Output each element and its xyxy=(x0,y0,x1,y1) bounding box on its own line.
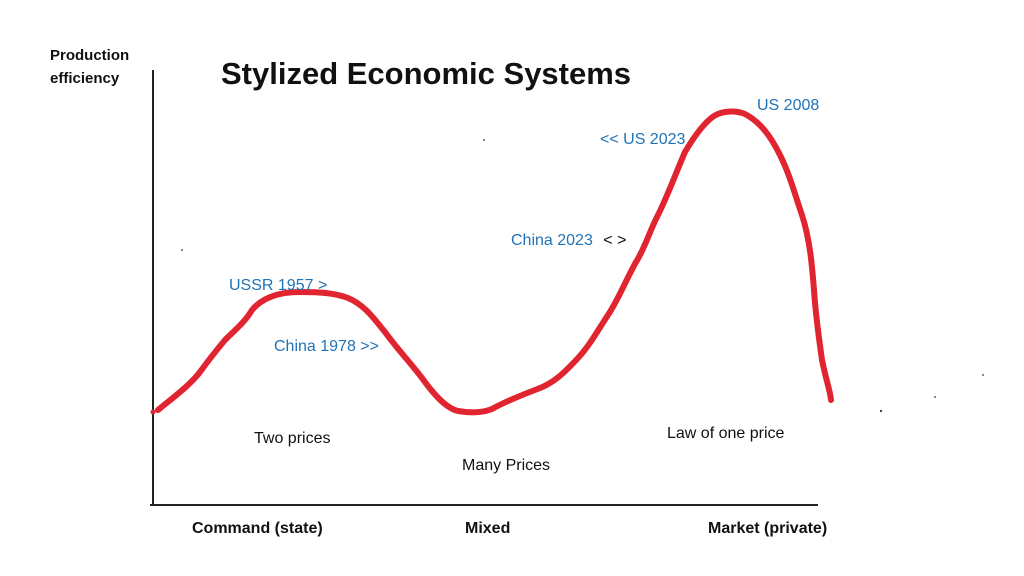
x-axis-label-market: Market (private) xyxy=(708,520,828,537)
stray-dot xyxy=(181,249,183,251)
region-law-of-one-price: Law of one price xyxy=(667,425,785,442)
annotation-china-1978: China 1978 >> xyxy=(274,338,379,355)
region-many-prices: Many Prices xyxy=(462,457,551,474)
curve-start-dot xyxy=(150,409,156,415)
y-axis-label-line2: efficiency xyxy=(50,70,120,87)
annotation-china-2023-label: China 2023 xyxy=(511,232,593,249)
annotation-ussr-1957: USSR 1957 > xyxy=(229,277,328,294)
annotation-us-2023: << US 2023 xyxy=(600,131,686,148)
stray-dot xyxy=(879,409,883,413)
annotation-china-2023-arrow: < > xyxy=(603,232,627,249)
region-two-prices: Two prices xyxy=(254,430,331,447)
efficiency-curve xyxy=(155,108,834,416)
x-axis-label-command: Command (state) xyxy=(192,520,323,537)
diagram-title: Stylized Economic Systems xyxy=(221,56,632,91)
annotation-us-2008: US 2008 xyxy=(757,97,820,114)
stray-dot xyxy=(934,396,936,398)
stray-dot xyxy=(483,139,485,141)
stray-dot xyxy=(982,374,984,376)
y-axis-label: Production efficiency xyxy=(50,44,129,90)
annotation-china-2023: China 2023 < > xyxy=(511,233,626,249)
y-axis-label-line1: Production xyxy=(50,47,130,64)
x-axis-label-mixed: Mixed xyxy=(465,520,511,537)
